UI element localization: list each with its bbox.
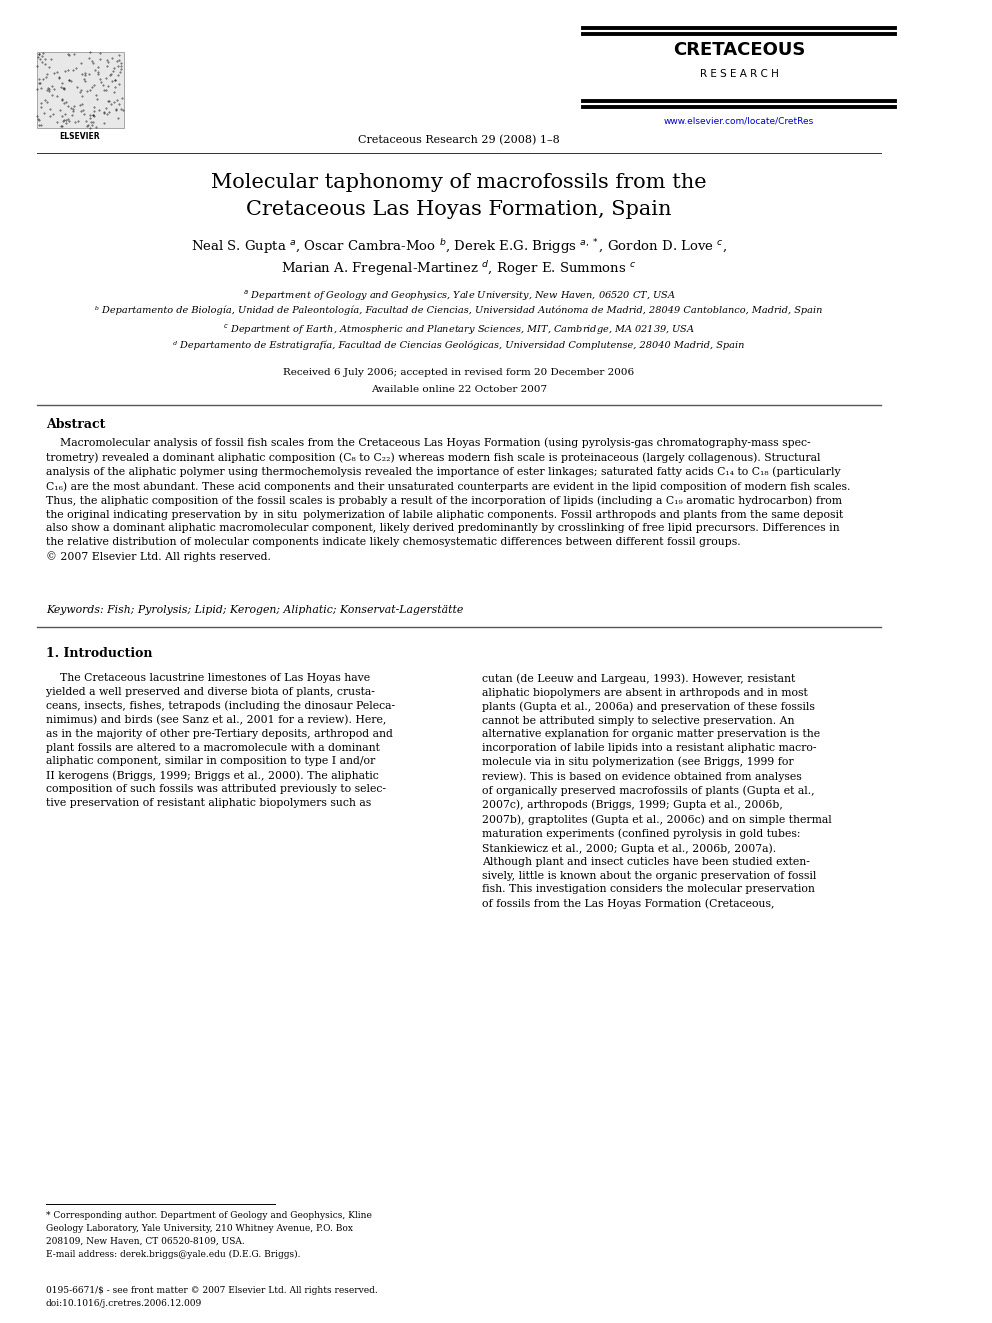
Text: Neal S. Gupta $^a$, Oscar Cambra-Moo $^b$, Derek E.G. Briggs $^{a,*}$, Gordon D.: Neal S. Gupta $^a$, Oscar Cambra-Moo $^b… [190,237,727,255]
Text: Cretaceous Las Hoyas Formation, Spain: Cretaceous Las Hoyas Formation, Spain [246,200,672,218]
Text: $^c$ Department of Earth, Atmospheric and Planetary Sciences, MIT, Cambridge, MA: $^c$ Department of Earth, Atmospheric an… [223,323,695,337]
Text: Abstract: Abstract [46,418,105,431]
Text: Geology Laboratory, Yale University, 210 Whitney Avenue, P.O. Box: Geology Laboratory, Yale University, 210… [46,1224,353,1233]
Text: ELSEVIER: ELSEVIER [60,132,100,142]
Text: Macromolecular analysis of fossil fish scales from the Cretaceous Las Hoyas Form: Macromolecular analysis of fossil fish s… [46,438,850,562]
FancyBboxPatch shape [37,52,124,128]
Text: Marian A. Fregenal-Martinez $^d$, Roger E. Summons $^c$: Marian A. Fregenal-Martinez $^d$, Roger … [282,259,637,278]
Text: * Corresponding author. Department of Geology and Geophysics, Kline: * Corresponding author. Department of Ge… [46,1211,372,1220]
Text: ᵈ Departamento de Estratigrafía, Facultad de Ciencias Geológicas, Universidad Co: ᵈ Departamento de Estratigrafía, Faculta… [174,340,745,349]
Text: E-mail address: derek.briggs@yale.edu (D.E.G. Briggs).: E-mail address: derek.briggs@yale.edu (D… [46,1250,301,1259]
Text: www.elsevier.com/locate/CretRes: www.elsevier.com/locate/CretRes [664,116,814,126]
Text: 208109, New Haven, CT 06520-8109, USA.: 208109, New Haven, CT 06520-8109, USA. [46,1237,245,1246]
Text: R E S E A R C H: R E S E A R C H [699,69,779,79]
Text: cutan (de Leeuw and Largeau, 1993). However, resistant
aliphatic biopolymers are: cutan (de Leeuw and Largeau, 1993). Howe… [482,673,831,909]
Text: Cretaceous Research 29 (2008) 1–8: Cretaceous Research 29 (2008) 1–8 [358,135,559,146]
Text: $^a$ Department of Geology and Geophysics, Yale University, New Haven, 06520 CT,: $^a$ Department of Geology and Geophysic… [243,288,676,303]
Text: ᵇ Departamento de Biología, Unidad de Paleontología, Facultad de Ciencias, Unive: ᵇ Departamento de Biología, Unidad de Pa… [95,306,822,315]
Text: 1. Introduction: 1. Introduction [46,647,153,660]
Text: Keywords: Fish; Pyrolysis; Lipid; Kerogen; Aliphatic; Konservat-Lagerstätte: Keywords: Fish; Pyrolysis; Lipid; Keroge… [46,605,463,615]
Text: Molecular taphonomy of macrofossils from the: Molecular taphonomy of macrofossils from… [211,173,707,192]
Text: Available online 22 October 2007: Available online 22 October 2007 [371,385,547,394]
Text: 0195-6671/$ - see front matter © 2007 Elsevier Ltd. All rights reserved.: 0195-6671/$ - see front matter © 2007 El… [46,1286,378,1295]
Text: CRETACEOUS: CRETACEOUS [673,41,806,60]
Text: doi:10.1016/j.cretres.2006.12.009: doi:10.1016/j.cretres.2006.12.009 [46,1299,202,1308]
Text: The Cretaceous lacustrine limestones of Las Hoyas have
yielded a well preserved : The Cretaceous lacustrine limestones of … [46,673,395,808]
Text: Received 6 July 2006; accepted in revised form 20 December 2006: Received 6 July 2006; accepted in revise… [284,368,635,377]
